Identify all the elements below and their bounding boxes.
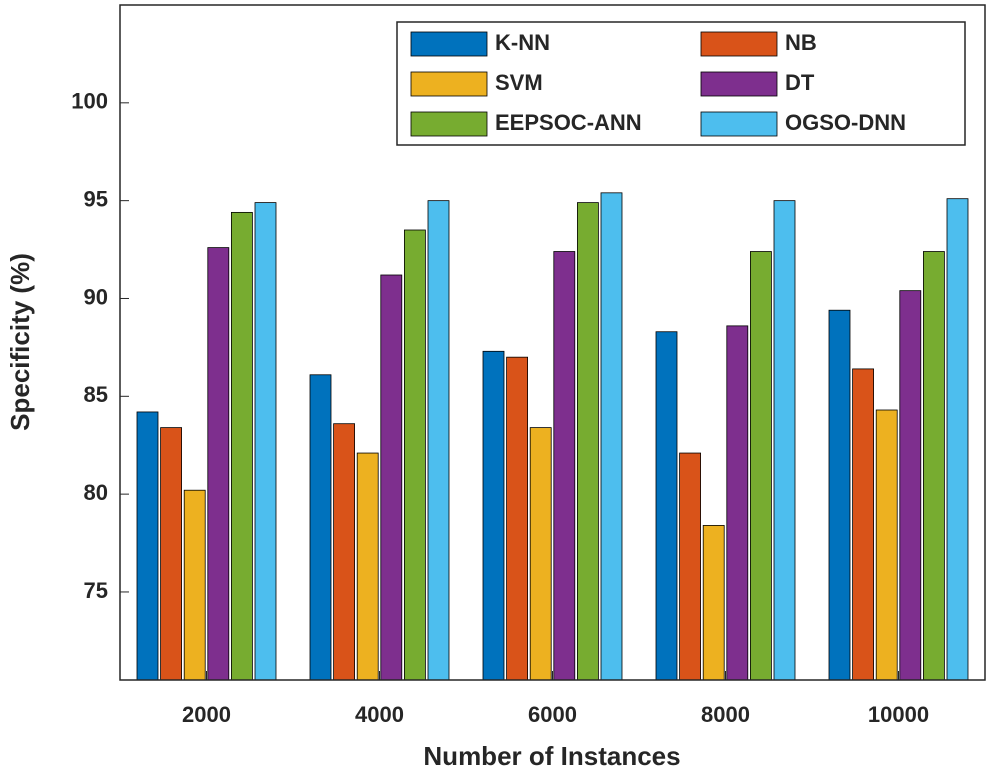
y-axis-label: Specificity (%) — [5, 253, 35, 431]
bar — [529, 427, 552, 681]
legend-swatch — [700, 31, 778, 57]
y-tick-label: 95 — [84, 186, 108, 211]
y-tick-label: 75 — [84, 578, 108, 603]
x-tick-label: 6000 — [528, 702, 577, 727]
bar — [577, 202, 599, 681]
x-axis-label: Number of Instances — [423, 741, 680, 771]
legend-swatch — [700, 71, 778, 97]
bar — [403, 229, 426, 681]
y-tick-label: 100 — [71, 89, 108, 114]
bar — [207, 247, 230, 681]
axes-box — [119, 4, 986, 681]
legend-box — [396, 21, 966, 146]
y-tick-label: 80 — [84, 480, 108, 505]
bar — [702, 525, 725, 681]
bar — [309, 374, 332, 681]
bar — [828, 309, 851, 681]
bar — [875, 409, 898, 681]
x-tick-label: 4000 — [355, 702, 404, 727]
legend-swatch — [410, 31, 488, 57]
legend-label: OGSO-DNN — [785, 110, 906, 135]
bar — [899, 290, 922, 681]
bar — [655, 331, 678, 681]
bar — [136, 411, 159, 681]
bar — [380, 274, 403, 681]
bar — [183, 489, 206, 681]
bar — [600, 192, 623, 681]
y-tick-label: 90 — [84, 284, 108, 309]
legend-label: K-NN — [495, 30, 550, 55]
bar — [553, 251, 576, 681]
bar — [750, 251, 772, 681]
bar — [482, 350, 505, 681]
y-tick-label: 85 — [84, 382, 108, 407]
legend-swatch — [410, 71, 488, 97]
bar — [506, 356, 529, 681]
legend-label: SVM — [495, 70, 543, 95]
x-tick-label: 8000 — [701, 702, 750, 727]
bar — [923, 251, 945, 681]
bar — [356, 452, 379, 681]
legend-swatch — [410, 111, 488, 137]
legend-swatch — [700, 111, 778, 137]
bar — [333, 423, 356, 681]
legend-label: EEPSOC-ANN — [495, 110, 642, 135]
x-tick-label: 10000 — [868, 702, 929, 727]
legend-label: NB — [785, 30, 817, 55]
bar — [230, 211, 253, 681]
bar — [773, 200, 796, 681]
x-tick-label: 2000 — [182, 702, 231, 727]
bar — [852, 368, 874, 681]
legend-label: DT — [785, 70, 815, 95]
bar — [427, 200, 450, 681]
bar — [679, 452, 701, 681]
bar — [726, 325, 749, 681]
bar — [160, 427, 183, 681]
bar — [946, 198, 969, 681]
bar — [254, 202, 277, 681]
